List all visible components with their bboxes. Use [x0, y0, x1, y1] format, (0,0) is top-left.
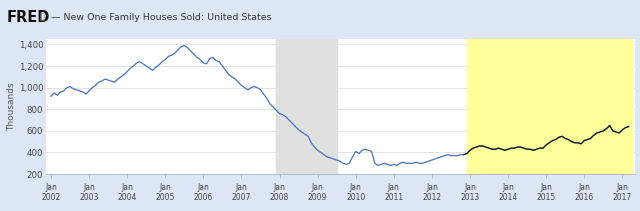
Y-axis label: Thousands: Thousands	[7, 82, 16, 131]
Text: ⧉: ⧉	[40, 12, 45, 22]
Bar	[276, 39, 337, 174]
Text: — New One Family Houses Sold: United States: — New One Family Houses Sold: United Sta…	[51, 12, 272, 22]
Text: FRED: FRED	[6, 9, 50, 24]
Bar	[467, 39, 632, 174]
